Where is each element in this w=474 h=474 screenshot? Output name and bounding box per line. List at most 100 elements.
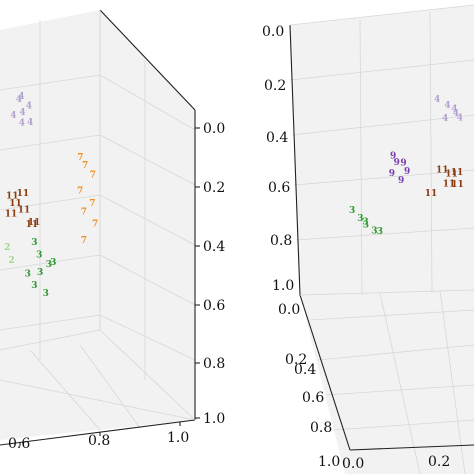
scatter-point: 3 <box>31 281 37 291</box>
scatter-point: 3 <box>357 214 363 224</box>
scatter-point: 7 <box>92 220 98 230</box>
scatter-point: 4 <box>19 119 25 129</box>
scatter-point: 3 <box>37 268 43 278</box>
right-grid-line <box>293 169 474 186</box>
scatter-point: 3 <box>43 289 49 299</box>
right-floor-pane <box>300 290 474 474</box>
left-x-axis <box>0 419 196 446</box>
scatter-point: 11 <box>18 205 31 215</box>
right-3d-axes: 0.0 0.2 0.4 0.6 0.8 1.0 0.0 0.2 0.4 0.6 … <box>262 4 474 474</box>
right-grid-line <box>429 11 433 293</box>
scatter-point: 9 <box>398 176 404 186</box>
scatter-point: 4 <box>10 111 16 121</box>
scatter-point: 11 <box>451 180 464 190</box>
left-z-tick-label: 0.4 <box>203 239 225 255</box>
scatter-point: 2 <box>4 243 10 253</box>
right-x-ticks: 0.0 0.2 <box>342 454 450 472</box>
scatter-point: 2 <box>0 248 1 258</box>
left-z-tick-label: 0.8 <box>203 356 225 372</box>
scatter-point: 7 <box>90 171 96 181</box>
scatter-point: 2 <box>8 256 14 266</box>
right-x-tick-label: 0.2 <box>428 454 450 470</box>
right-scatter-points: 44444499999911111111111133333311111 <box>349 95 474 254</box>
scatter-point: 4 <box>451 104 457 114</box>
left-grid-line <box>0 379 196 421</box>
right-z-axis <box>289 24 301 296</box>
scatter-point: 7 <box>89 199 95 209</box>
scatter-point: 3 <box>349 206 355 216</box>
right-top-edge <box>289 4 474 26</box>
scatter-point: 3 <box>25 269 31 279</box>
right-y-tick-label: 0.8 <box>310 420 332 436</box>
scatter-point: 11 <box>28 218 41 228</box>
scatter-point: 11 <box>9 199 22 209</box>
scatter-point: 4 <box>442 114 448 124</box>
left-grid-line <box>29 349 101 431</box>
left-floor-edge <box>0 329 101 351</box>
left-grid-line <box>0 314 101 331</box>
scatter-point: 11 <box>425 189 438 199</box>
right-grid-line <box>325 384 474 396</box>
left-scatter-points: 4444444777777771111111111111133333333222… <box>0 92 98 299</box>
scatter-point: 9 <box>400 159 406 169</box>
left-grid-line <box>99 314 196 361</box>
right-y-tick-label: 0.2 <box>285 352 307 368</box>
scatter-point: 3 <box>50 258 56 268</box>
scatter-point: 11 <box>451 168 464 178</box>
right-grid-line <box>439 290 466 474</box>
scatter-point: 11 <box>17 189 30 199</box>
scatter-point: 11 <box>436 166 449 176</box>
scatter-point: 4 <box>26 101 32 111</box>
right-grid-line <box>309 309 474 321</box>
scatter-point: 4 <box>444 101 450 111</box>
right-z-tick-label: 0.0 <box>262 24 284 40</box>
right-y-tick-label: 0.4 <box>294 362 316 378</box>
right-z-tick-label: 0.6 <box>268 180 290 196</box>
left-z-ticks: 0.0 0.2 0.4 0.6 0.8 1.0 <box>195 121 225 427</box>
right-y-tick-label: 1.0 <box>318 454 340 470</box>
right-grid-line <box>291 114 474 136</box>
left-grid-line <box>99 194 196 246</box>
scatter-point: 3 <box>362 218 368 228</box>
scatter-point: 3 <box>377 227 383 237</box>
right-z-tick-label: 1.0 <box>272 278 294 294</box>
scatter-point: 4 <box>27 118 33 128</box>
left-x-tick-label: 0.6 <box>8 436 30 452</box>
scatter-point: 7 <box>82 161 88 171</box>
left-grid-line <box>99 74 196 131</box>
left-x-ticks: 0.6 0.8 1.0 <box>8 422 189 452</box>
right-grid-line <box>359 19 363 296</box>
right-x-tick-label: 0.0 <box>342 456 364 472</box>
scatter-point: 11 <box>26 220 39 230</box>
right-z-tick-label: 0.2 <box>264 78 286 94</box>
right-grid-line <box>379 292 421 474</box>
right-z-tick-label: 0.4 <box>266 130 288 146</box>
scatter-point: 3 <box>46 260 52 270</box>
scatter-point: 4 <box>457 114 463 124</box>
left-z-tick-label: 0.2 <box>203 180 225 196</box>
right-back-pane <box>290 5 474 295</box>
scatter-point: 4 <box>453 109 459 119</box>
left-grid-line <box>0 74 101 91</box>
scatter-point: 9 <box>389 169 395 179</box>
right-grid-line <box>333 419 474 431</box>
left-grid-line <box>99 134 196 186</box>
scatter-point: 9 <box>394 158 400 168</box>
scatter-point: 3 <box>36 250 42 260</box>
scatter-point: 3 <box>31 238 37 248</box>
right-y-tick-label: 0.6 <box>302 390 324 406</box>
scatter-point: 9 <box>404 167 410 177</box>
left-grid-line <box>99 254 196 306</box>
scatter-point: 7 <box>77 187 83 197</box>
right-grid-line <box>295 227 474 241</box>
scatter-point: 4 <box>18 92 24 102</box>
right-z-tick-label: 0.8 <box>270 233 292 249</box>
left-back-pane <box>0 10 195 440</box>
left-3d-axes: 0.0 0.2 0.4 0.6 0.8 1.0 0.6 0.8 1.0 4444… <box>0 9 225 452</box>
scatter-point: 7 <box>77 153 83 163</box>
left-grid-line <box>0 134 101 151</box>
right-y-tick-label: 0.0 <box>278 302 300 318</box>
right-floor-edge <box>299 289 474 296</box>
